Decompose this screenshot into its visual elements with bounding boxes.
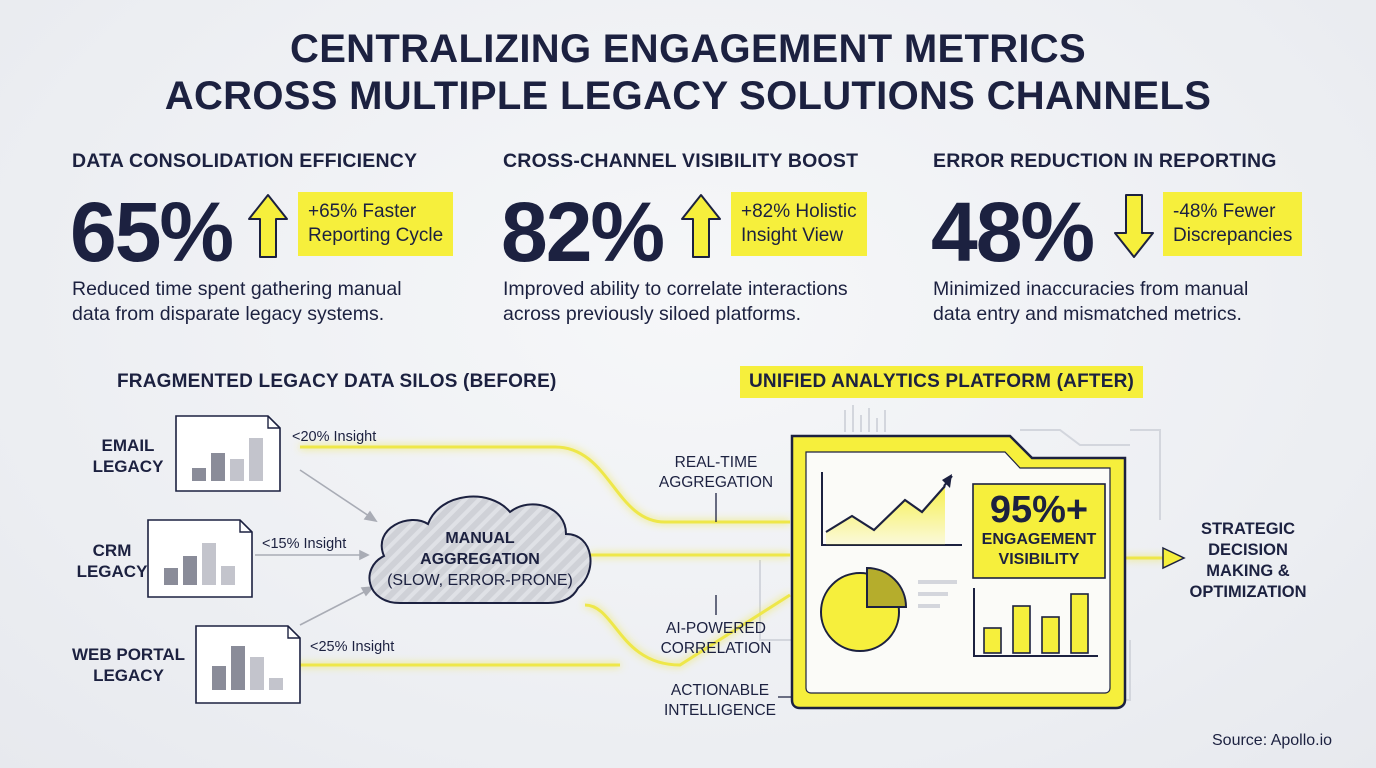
kpi-heading: CROSS-CHANNEL VISIBILITY BOOST <box>503 150 859 172</box>
before-heading: FRAGMENTED LEGACY DATA SILOS (BEFORE) <box>117 371 557 392</box>
silo-bar <box>164 568 178 585</box>
page-title: CENTRALIZING ENGAGEMENT METRICS ACROSS M… <box>0 26 1376 120</box>
cloud-line-1: MANUAL <box>445 530 515 547</box>
arrow-up-icon <box>681 194 721 258</box>
kpi-description: Reduced time spent gathering manual data… <box>72 278 402 325</box>
pie-chart-icon <box>820 566 957 652</box>
silo-label-crm: CRM LEGACY <box>76 541 148 581</box>
silo-bar <box>249 438 263 481</box>
stat-box <box>972 483 1106 579</box>
kpi-heading: DATA CONSOLIDATION EFFICIENCY <box>72 150 418 172</box>
silo-bar <box>183 556 197 585</box>
source-note: Source: Apollo.io <box>1212 732 1333 749</box>
actionable-intelligence-label: ACTIONABLE INTELLIGENCE <box>664 682 776 719</box>
title-line-1: CENTRALIZING ENGAGEMENT METRICS <box>290 27 1086 71</box>
silo-bar <box>230 459 244 481</box>
kpi-tag: -48% Fewer Discrepancies <box>1163 192 1303 256</box>
kpi-value: 48% <box>931 185 1095 279</box>
kpi-tag: +82% Holistic Insight View <box>731 192 867 256</box>
stat-block: 95%+ ENGAGEMENT VISIBILITY <box>973 490 1105 570</box>
outcome-arrow-icon <box>1162 546 1186 570</box>
silo-bar <box>250 657 264 690</box>
silo-card-email <box>175 415 281 492</box>
realtime-aggregation-label: REAL-TIME AGGREGATION <box>658 454 774 491</box>
stat-value: 95%+ <box>989 489 1089 531</box>
kpi-tag: +65% Faster Reporting Cycle <box>298 192 454 256</box>
kpi-heading: ERROR REDUCTION IN REPORTING <box>933 150 1277 172</box>
silo-label-web-portal: WEB PORTAL LEGACY <box>71 645 185 685</box>
insight-label-web-portal: <25% Insight <box>310 639 395 655</box>
outcome-label: STRATEGIC DECISION MAKING & OPTIMIZATION <box>1189 520 1307 601</box>
silo-bar <box>212 666 226 690</box>
after-heading: UNIFIED ANALYTICS PLATFORM (AFTER) <box>740 366 1144 398</box>
cloud-line-3: (SLOW, ERROR-PRONE) <box>387 572 573 589</box>
stat-label: ENGAGEMENT VISIBILITY <box>981 531 1097 568</box>
kpi-description: Improved ability to correlate interactio… <box>503 278 848 325</box>
silo-bar <box>192 468 206 481</box>
kpi-value: 82% <box>501 185 665 279</box>
bar-chart-icon <box>973 588 1098 657</box>
silo-bar <box>202 543 216 585</box>
silo-bar <box>221 566 235 585</box>
arrow-up-icon <box>248 194 288 258</box>
silo-label-email: EMAIL LEGACY <box>92 436 164 476</box>
ai-correlation-label: AI-POWERED CORRELATION <box>660 620 772 657</box>
kpi-value: 65% <box>70 185 234 279</box>
silo-card-web-portal <box>195 625 301 704</box>
title-line-2: ACROSS MULTIPLE LEGACY SOLUTIONS CHANNEL… <box>164 74 1212 118</box>
insight-label-crm: <15% Insight <box>262 536 347 552</box>
insight-label-email: <20% Insight <box>292 429 377 445</box>
kpi-description: Minimized inaccuracies from manual data … <box>933 278 1249 325</box>
cloud-line-2: AGGREGATION <box>420 551 540 568</box>
arrow-down-icon <box>1114 194 1154 258</box>
silo-bar <box>269 678 283 690</box>
line-chart-icon <box>821 472 962 546</box>
manual-aggregation-label: MANUAL AGGREGATION (SLOW, ERROR-PRONE) <box>380 528 580 591</box>
silo-bar <box>211 453 225 481</box>
silo-bar <box>231 646 245 690</box>
cloud-icon <box>368 495 592 604</box>
